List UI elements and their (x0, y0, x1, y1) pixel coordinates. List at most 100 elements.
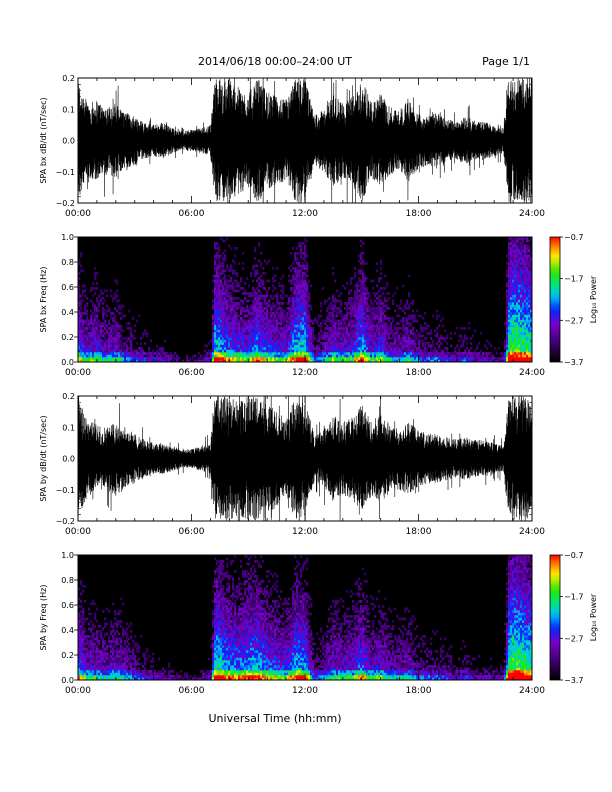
spectrogram-cell (408, 307, 411, 310)
spectrogram-cell (238, 327, 241, 330)
spectrogram-cell (410, 359, 413, 363)
spectrogram-cell (354, 289, 357, 293)
spectrogram-cell (354, 347, 357, 350)
spectrogram-cell (284, 342, 287, 345)
spectrogram-cell (306, 264, 309, 268)
spectrogram-cell (396, 287, 399, 290)
spectrogram-cell (360, 339, 363, 343)
spectrogram-cell (362, 277, 365, 280)
spectrogram-cell (254, 294, 257, 298)
spectrogram-cell (84, 600, 87, 603)
spectrogram-cell (262, 339, 265, 343)
spectrogram-cell (260, 317, 263, 320)
spectrogram-cell (298, 264, 301, 268)
spectrogram-cell (154, 352, 157, 355)
spectrogram-cell (102, 359, 105, 363)
spectrogram-cell (160, 357, 163, 360)
spectrogram-cell (358, 314, 361, 318)
spectrogram-cell (236, 352, 239, 355)
spectrogram-cell (164, 357, 167, 360)
spectrogram-cell (528, 257, 531, 260)
spectrogram-cell (216, 332, 219, 335)
spectrogram-cell (326, 327, 329, 330)
spectrogram-cell (280, 329, 283, 333)
spectrogram-cell (212, 327, 215, 330)
spectrogram-cell (272, 332, 275, 335)
spectrogram-cell (396, 337, 399, 340)
spectrogram-cell (420, 357, 423, 360)
spectrogram-cell (368, 319, 371, 323)
spectrogram-cell (284, 359, 287, 363)
spectrogram-cell (256, 294, 259, 298)
spectrogram-cell (508, 327, 511, 330)
spectrogram-cell (380, 359, 383, 363)
spectrogram-cell (230, 339, 233, 343)
spectrogram-cell (284, 332, 287, 335)
spectrogram-cell (336, 352, 339, 355)
spectrogram-cell (362, 259, 365, 263)
spectrogram-cell (336, 347, 339, 350)
spectrogram-cell (232, 352, 235, 355)
spectrogram-cell (520, 259, 523, 263)
spectrogram-cell (294, 284, 297, 288)
spectrogram-cell (254, 329, 257, 333)
spectrogram-cell (122, 354, 125, 358)
colorbar-tick-label: −2.7 (564, 316, 583, 325)
spectrogram-cell (242, 307, 245, 310)
spectrogram-cell (80, 580, 83, 583)
spectrogram-cell (126, 347, 129, 350)
spectrogram-cell (298, 329, 301, 333)
spectrogram-cell (236, 354, 239, 358)
spectrogram-cell (214, 334, 217, 338)
spectrogram-cell (506, 347, 509, 350)
spectrogram-cell (254, 342, 257, 345)
spectrogram-cell (78, 617, 81, 621)
spectrogram-cell (300, 347, 303, 350)
spectrogram-cell (358, 339, 361, 343)
spectrogram-cell (348, 332, 351, 335)
spectrogram-cell (406, 354, 409, 358)
spectrogram-cell (330, 322, 333, 325)
spectrogram-cell (410, 337, 413, 340)
spectrogram-cell (296, 342, 299, 345)
spectrogram-cell (296, 352, 299, 355)
spectrogram-cell (512, 292, 515, 295)
spectrogram-cell (110, 337, 113, 340)
spectrogram-cell (298, 359, 301, 363)
spectrogram-cell (90, 612, 93, 616)
spectrogram-cell (220, 302, 223, 305)
spectrogram-cell (506, 332, 509, 335)
spectrogram-cell (100, 354, 103, 358)
spectrogram-cell (98, 332, 101, 335)
spectrogram-cell (384, 297, 387, 300)
spectrogram-cell (376, 344, 379, 348)
spectrogram-cell (224, 324, 227, 328)
spectrogram-cell (258, 282, 261, 285)
spectrogram-cell (372, 359, 375, 363)
bx-waveform-panel: −0.2−0.10.00.10.200:00 06:00 12:00 18:00 24:… (39, 74, 545, 219)
spectrogram-cell (86, 317, 89, 320)
spectrogram-cell (516, 249, 519, 253)
spectrogram-cell (140, 352, 143, 355)
spectrogram-cell (92, 645, 95, 648)
spectrogram-cell (492, 354, 495, 358)
spectrogram-cell (438, 354, 441, 358)
spectrogram-cell (370, 324, 373, 328)
spectrogram-cell (334, 349, 337, 353)
spectrogram-cell (384, 329, 387, 333)
spectrogram-cell (300, 297, 303, 300)
spectrogram-cell (384, 324, 387, 328)
spectrogram-cell (418, 332, 421, 335)
spectrogram-cell (526, 352, 529, 355)
spectrogram-cell (368, 317, 371, 320)
spectrogram-cell (116, 294, 119, 298)
spectrogram-cell (402, 352, 405, 355)
spectrogram-cell (130, 352, 133, 355)
spectrogram-cell (400, 337, 403, 340)
spectrogram-cell (116, 352, 119, 355)
spectrogram-cell (440, 337, 443, 340)
spectrogram-cell (170, 357, 173, 360)
spectrogram-cell (518, 304, 521, 308)
spectrogram-cell (126, 357, 129, 360)
spectrogram-cell (416, 329, 419, 333)
